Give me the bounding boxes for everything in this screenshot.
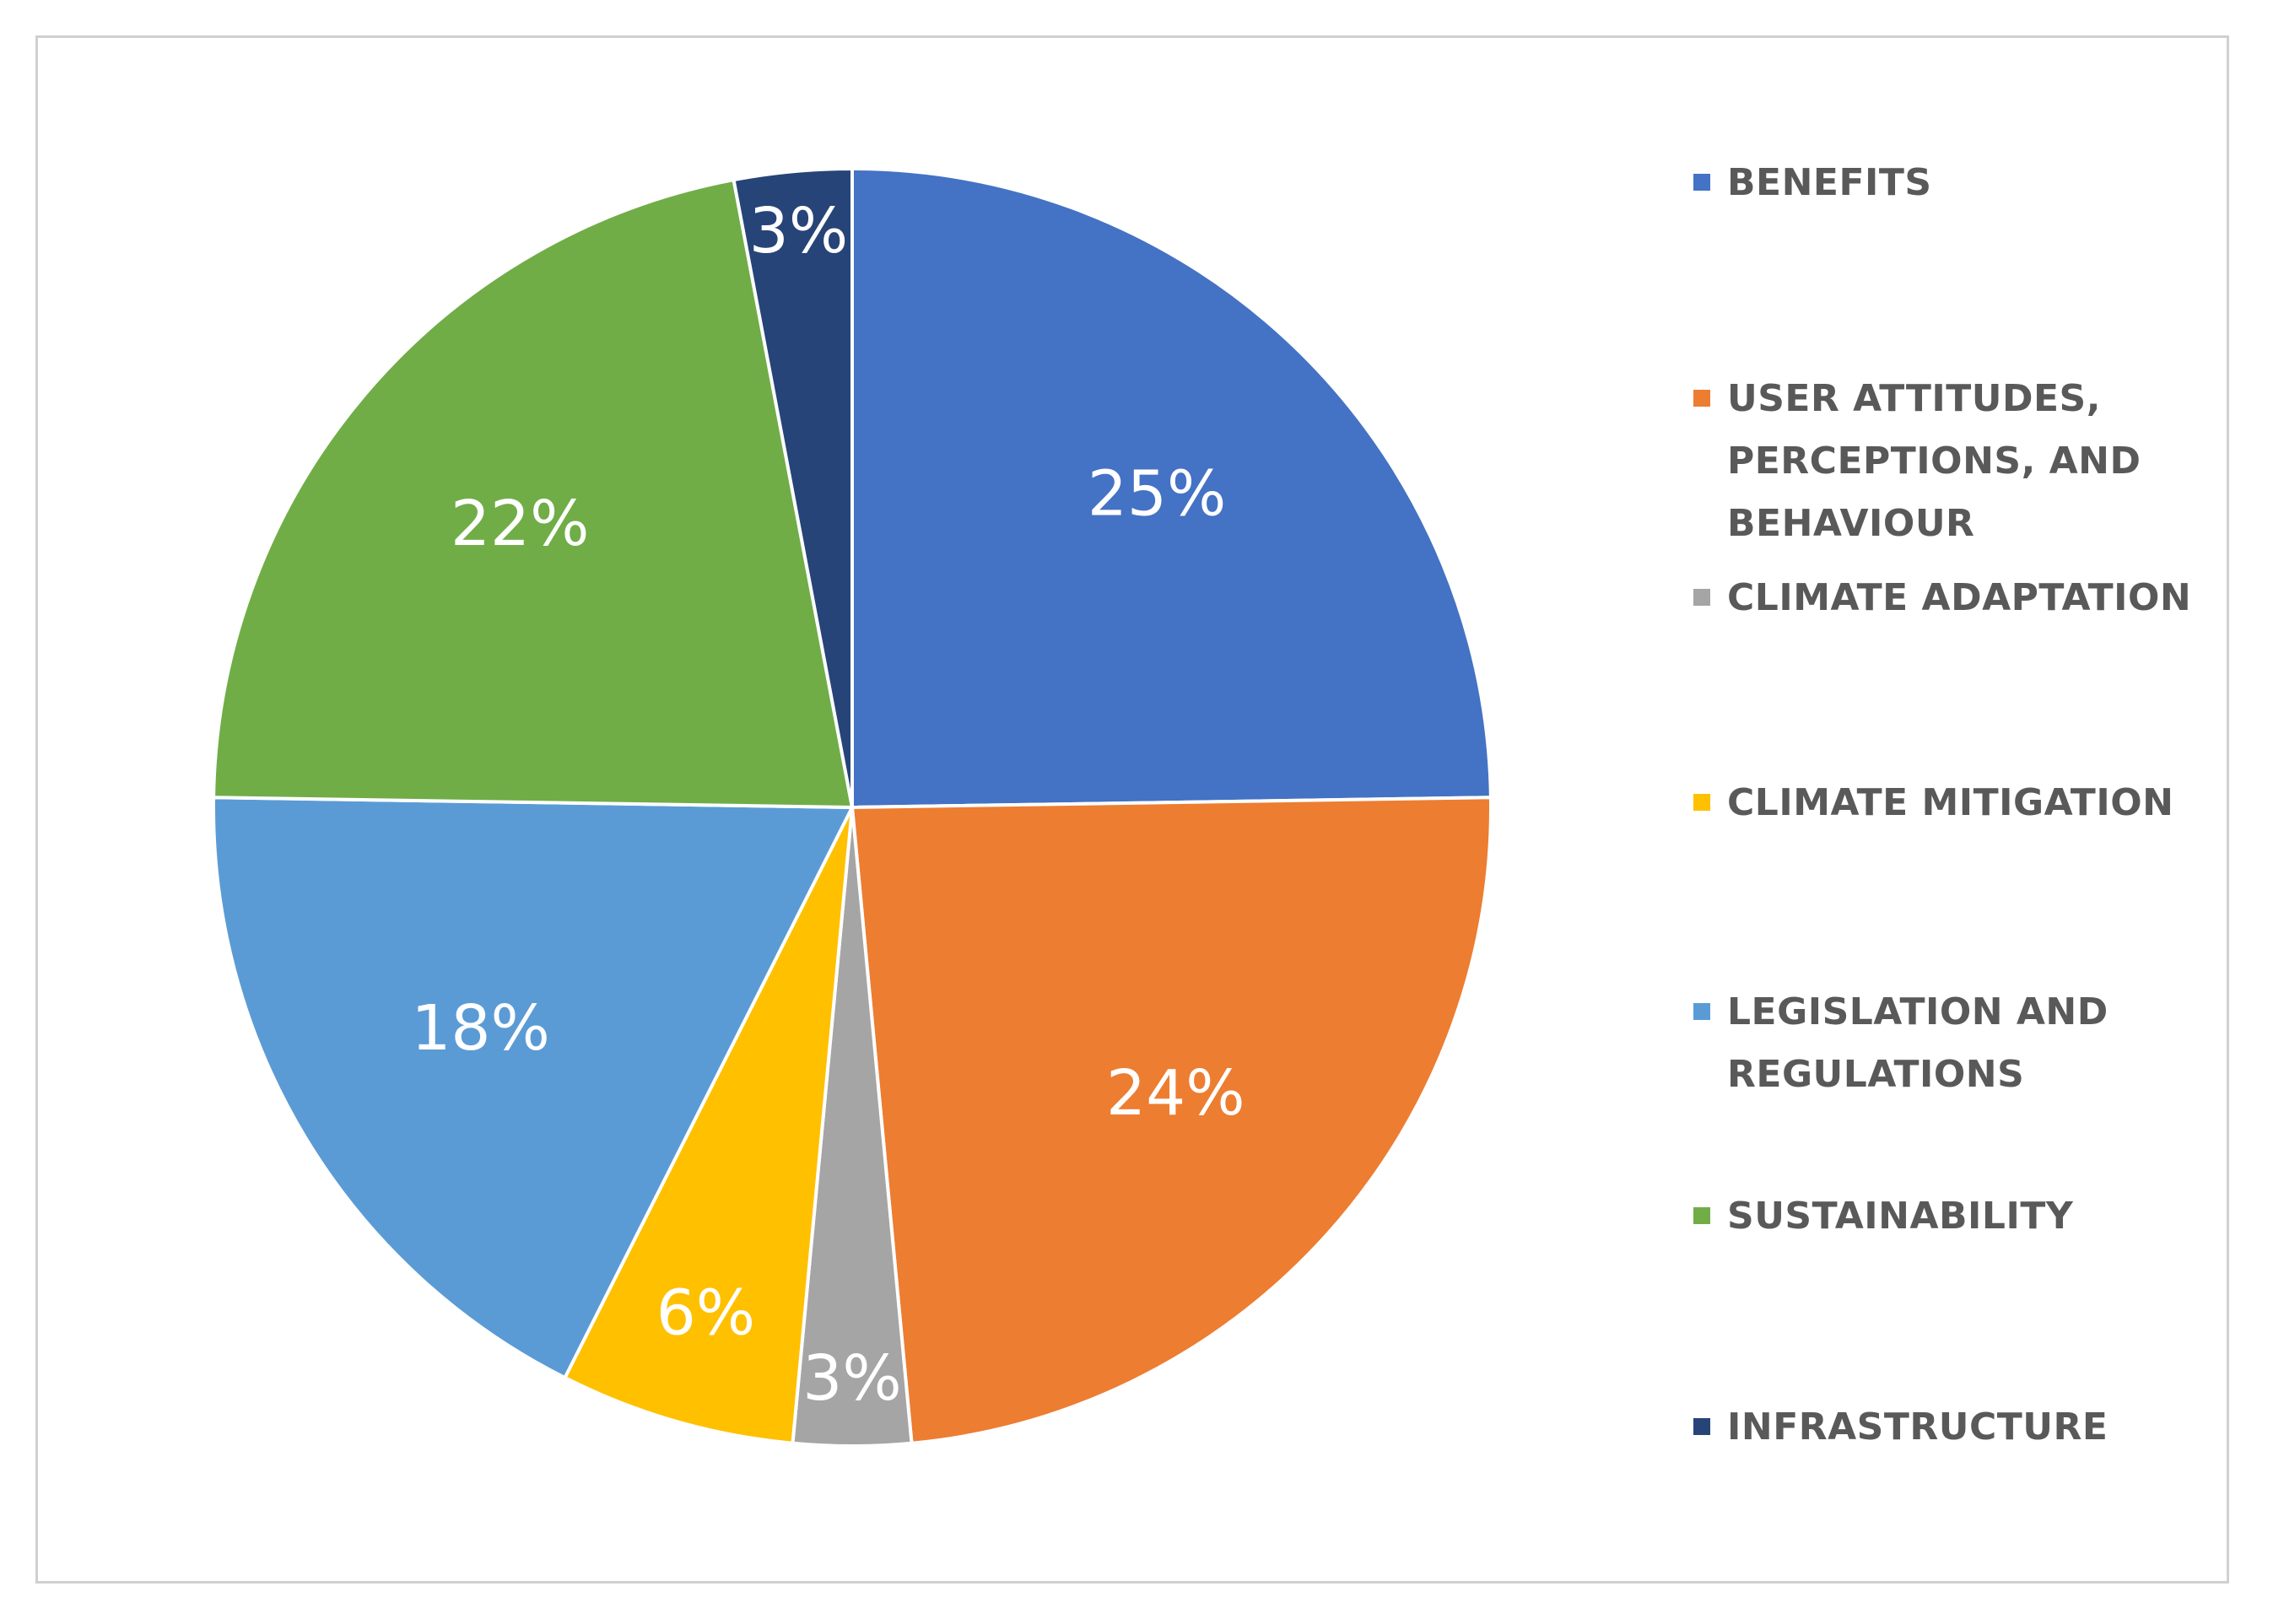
legend-swatch: [1693, 794, 1710, 811]
data-label-user-attitudes-perceptions-and-behaviour: 24%: [1106, 1057, 1245, 1130]
legend-swatch: [1693, 1207, 1710, 1224]
data-label-climate-mitigation: 6%: [656, 1276, 755, 1349]
data-label-climate-adaptation: 3%: [802, 1342, 901, 1415]
pie-slices: [212, 167, 1493, 1448]
legend-swatch: [1693, 589, 1710, 606]
pie-slice-benefits: [850, 167, 1493, 809]
legend-item: LEGISLATION AND REGULATIONS: [1693, 981, 2109, 1106]
legend-swatch: [1693, 1418, 1710, 1435]
data-label-sustainability: 22%: [451, 488, 589, 560]
legend-item: CLIMATE MITIGATION: [1693, 772, 2173, 834]
legend-swatch: [1693, 390, 1710, 407]
legend-label: USER ATTITUDES, PERCEPTIONS, AND BEHAVIO…: [1727, 377, 2141, 545]
legend-item: INFRASTRUCTURE: [1693, 1396, 2108, 1459]
legend-label: BENEFITS: [1727, 161, 1932, 204]
legend-item: SUSTAINABILITY: [1693, 1185, 2073, 1248]
pie-slice-sustainability: [212, 178, 854, 809]
legend-item: CLIMATE ADAPTATION: [1693, 567, 2191, 629]
legend-label: CLIMATE ADAPTATION: [1727, 576, 2192, 619]
legend-label: SUSTAINABILITY: [1727, 1195, 2074, 1238]
legend-label: INFRASTRUCTURE: [1727, 1405, 2109, 1449]
pie-slice-user-attitudes-perceptions-and-behaviour: [850, 796, 1493, 1445]
chart-legend: BENEFITS USER ATTITUDES, PERCEPTIONS, AND…: [1693, 0, 2233, 1624]
pie-data-labels: 25% 24% 3% 6% 18% 22% 3%: [411, 195, 1245, 1415]
legend-label: CLIMATE MITIGATION: [1727, 781, 2174, 824]
pie-slice-infrastructure: [732, 167, 854, 809]
legend-item: BENEFITS: [1693, 152, 1932, 214]
legend-item: USER ATTITUDES, PERCEPTIONS, AND BEHAVIO…: [1693, 368, 2141, 555]
data-label-legislation-and-regulations: 18%: [411, 992, 549, 1065]
pie-slice-legislation-and-regulations: [212, 796, 854, 1380]
legend-label: LEGISLATION AND REGULATIONS: [1727, 990, 2109, 1096]
data-label-infrastructure: 3%: [749, 195, 848, 267]
data-label-benefits: 25%: [1088, 458, 1226, 531]
pie-slice-climate-mitigation: [563, 806, 854, 1445]
legend-swatch: [1693, 174, 1710, 191]
legend-swatch: [1693, 1003, 1710, 1020]
